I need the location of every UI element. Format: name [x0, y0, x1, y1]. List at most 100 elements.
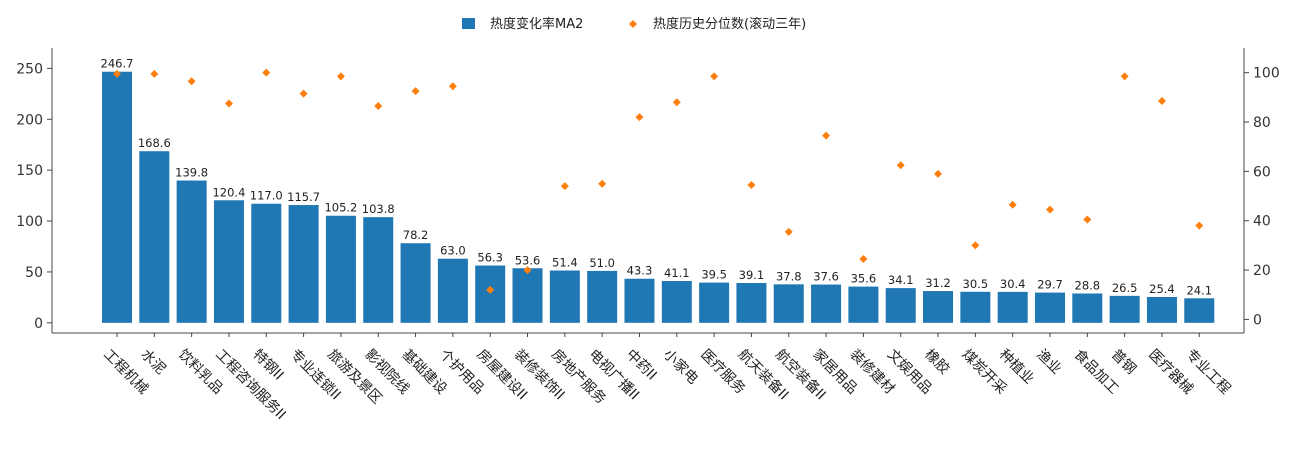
scatter-point [896, 161, 905, 170]
bar [1072, 293, 1103, 323]
bar [811, 284, 842, 323]
scatter-point [635, 113, 644, 122]
bar [1109, 295, 1140, 323]
bar [773, 284, 804, 323]
bar [1184, 298, 1215, 323]
x-tick-label: 普钢 [1108, 347, 1139, 378]
legend-scatter-label: 热度历史分位数(滚动三年) [653, 16, 806, 32]
bar [587, 270, 618, 323]
bar-value-label: 105.2 [324, 201, 357, 215]
scatter-point [523, 266, 532, 275]
bar [699, 282, 730, 323]
scatter-point [1120, 72, 1129, 81]
y2-tick-label: 60 [1253, 164, 1271, 180]
x-tick-label: 渔业 [1033, 347, 1064, 378]
bar-value-label: 35.6 [851, 272, 877, 286]
bar [288, 205, 319, 323]
bar [213, 200, 244, 323]
bar-value-label: 115.7 [287, 190, 320, 204]
y-tick-label: 250 [16, 61, 43, 77]
bar-value-label: 30.4 [1000, 277, 1026, 291]
scatter-point [710, 72, 719, 81]
bar-value-label: 34.1 [888, 273, 914, 287]
scatter-point [1008, 200, 1017, 209]
bar-value-label: 39.1 [739, 268, 765, 282]
bar [1146, 296, 1177, 323]
bar-value-label: 37.6 [813, 270, 839, 284]
bar-value-label: 168.6 [138, 136, 171, 150]
bar [251, 203, 282, 323]
bar-value-label: 29.7 [1037, 278, 1063, 292]
bar [923, 291, 954, 323]
legend-bar-label: 热度变化率MA2 [490, 16, 583, 32]
bar-value-label: 103.8 [362, 202, 395, 216]
scatter-point [411, 87, 420, 96]
scatter-point [859, 254, 868, 263]
bar [736, 283, 767, 323]
scatter-point [262, 68, 271, 77]
y-tick-label: 50 [25, 265, 43, 281]
y2-tick-label: 80 [1253, 115, 1271, 131]
scatter-point [224, 99, 233, 108]
y-tick-label: 150 [16, 163, 43, 179]
scatter-point [784, 227, 793, 236]
bar [997, 291, 1028, 323]
bar [400, 243, 431, 323]
bar-value-label: 56.3 [477, 251, 503, 265]
scatter-point [374, 101, 383, 110]
bar-value-label: 117.0 [250, 189, 283, 203]
bar [363, 217, 394, 323]
scatter-point [747, 180, 756, 189]
scatter-point [560, 182, 569, 191]
bar [549, 270, 580, 323]
y2-tick-label: 0 [1253, 312, 1262, 328]
scatter-point [1157, 97, 1166, 106]
bar [512, 268, 543, 323]
bar-value-label: 78.2 [403, 228, 429, 242]
scatter-point [113, 69, 121, 78]
scatter-point [150, 69, 159, 78]
y-tick-label: 0 [34, 316, 43, 332]
bar [885, 288, 916, 323]
x-tick-label: 橡胶 [921, 346, 953, 378]
scatter-point [971, 241, 980, 250]
bar-value-label: 43.3 [627, 264, 653, 278]
bar [102, 71, 132, 323]
y-tick-label: 100 [16, 214, 43, 230]
bar-value-label: 51.0 [589, 256, 615, 270]
bar-value-label: 30.5 [963, 277, 989, 291]
bar-value-label: 53.6 [515, 253, 541, 267]
bar-value-label: 25.4 [1149, 282, 1175, 296]
scatter-point [1046, 205, 1054, 214]
scatter-point [448, 82, 457, 91]
bar [661, 280, 692, 323]
legend-scatter-marker [629, 20, 637, 28]
bar [475, 265, 506, 323]
scatter-point [299, 89, 308, 98]
scatter-point [187, 77, 196, 86]
bar-value-label: 41.1 [664, 266, 690, 280]
bar [437, 258, 468, 323]
bar [624, 278, 655, 323]
x-tick-label: 水泥 [137, 347, 168, 378]
bar [1035, 292, 1065, 323]
legend-bar-swatch [462, 18, 475, 29]
bar-value-label: 31.2 [925, 276, 951, 290]
x-tick-label: 小家电 [660, 346, 702, 388]
scatter-point [934, 169, 943, 178]
y2-tick-label: 20 [1253, 263, 1271, 279]
bar [325, 215, 356, 323]
bar-value-label: 51.4 [552, 256, 578, 270]
y2-tick-label: 100 [1253, 66, 1280, 82]
scatter-point [336, 72, 345, 81]
y-tick-label: 200 [16, 112, 43, 128]
bar [848, 286, 879, 323]
bar [139, 151, 170, 323]
scatter-point [1195, 221, 1204, 230]
scatter-point [486, 285, 495, 294]
bar-value-label: 24.1 [1186, 283, 1212, 297]
scatter-point [822, 131, 831, 140]
scatter-point [1083, 215, 1092, 224]
scatter-point [598, 179, 607, 188]
